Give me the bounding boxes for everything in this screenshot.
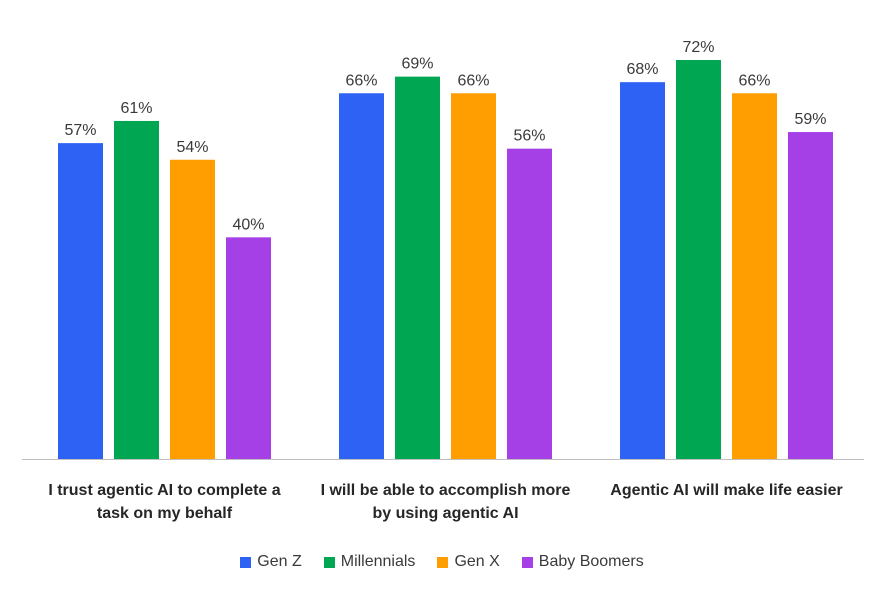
category-label: Agentic AI will make life easier bbox=[610, 482, 842, 499]
bar-gen-x-3 bbox=[732, 93, 777, 459]
bar-gen-x-1 bbox=[170, 159, 215, 459]
bar-baby-boomers-1 bbox=[226, 237, 271, 459]
legend-label: Gen X bbox=[454, 553, 500, 570]
bars-group bbox=[58, 60, 833, 460]
value-label: 54% bbox=[176, 139, 208, 156]
legend-swatch bbox=[240, 556, 252, 568]
value-label: 66% bbox=[738, 72, 770, 89]
category-label: by using agentic AI bbox=[372, 505, 518, 522]
legend-swatch bbox=[437, 556, 449, 568]
value-label: 56% bbox=[513, 128, 545, 145]
legend-item: Gen X bbox=[437, 553, 500, 571]
value-label: 40% bbox=[232, 216, 264, 233]
bar-baby-boomers-2 bbox=[507, 148, 552, 459]
legend-item: Baby Boomers bbox=[521, 553, 644, 571]
bar-gen-z-3 bbox=[620, 82, 665, 460]
category-label: I will be able to accomplish more bbox=[321, 482, 571, 499]
bar-gen-z-2 bbox=[339, 93, 384, 459]
bar-gen-z-1 bbox=[58, 143, 103, 459]
category-label: task on my behalf bbox=[97, 505, 233, 522]
bar-baby-boomers-3 bbox=[788, 132, 833, 459]
legend-swatch bbox=[323, 556, 335, 568]
value-label: 66% bbox=[345, 72, 377, 89]
bar-millennials-2 bbox=[395, 76, 440, 459]
legend-item: Gen Z bbox=[240, 553, 302, 571]
bar-millennials-1 bbox=[114, 120, 159, 459]
category-labels-group: I trust agentic AI to complete a task on … bbox=[48, 482, 842, 522]
legend-label: Millennials bbox=[340, 553, 416, 570]
value-label: 69% bbox=[401, 56, 433, 73]
value-label: 66% bbox=[457, 72, 489, 89]
value-label: 59% bbox=[794, 111, 826, 128]
value-label: 68% bbox=[626, 61, 658, 78]
bar-millennials-3 bbox=[676, 60, 721, 459]
value-labels-group: 57% 61% 54% 40% 66% 69% 66% 56% 68% 72% 66% 59% bbox=[64, 39, 826, 233]
legend-item: Millennials bbox=[323, 553, 416, 571]
category-label: I trust agentic AI to complete a bbox=[48, 482, 280, 499]
legend: Gen Z Millennials Gen X Baby Boomers bbox=[0, 553, 884, 571]
bar-gen-x-2 bbox=[451, 93, 496, 459]
legend-label: Gen Z bbox=[257, 553, 302, 570]
legend-label: Baby Boomers bbox=[538, 553, 644, 570]
value-label: 61% bbox=[120, 100, 152, 117]
value-label: 72% bbox=[682, 39, 714, 56]
value-label: 57% bbox=[64, 122, 96, 139]
legend-swatch bbox=[521, 556, 533, 568]
